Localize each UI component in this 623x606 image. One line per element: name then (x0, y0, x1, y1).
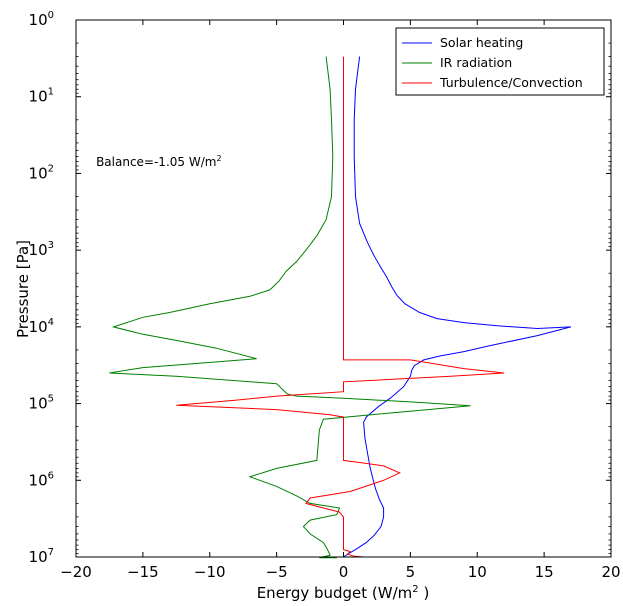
y-tick-exponent: 0 (48, 10, 54, 21)
balance-annotation-superscript: 2 (216, 154, 221, 163)
x-tick-label: −20 (60, 563, 92, 581)
y-tick-label: 102 (29, 163, 54, 182)
legend-box (395, 27, 605, 96)
x-tick-label: 10 (468, 563, 487, 581)
y-tick-exponent: 1 (48, 87, 54, 98)
legend: Solar heating IR radiation Turbulence/Conv… (395, 27, 605, 96)
y-tick-label: 105 (29, 394, 54, 413)
balance-annotation-text: Balance=-1.05 W/m (96, 155, 216, 169)
x-axis-title: Energy budget (W/m2 ) (257, 584, 430, 602)
y-axis-title: Pressure [Pa] (14, 240, 32, 338)
balance-annotation: Balance=-1.05 W/m2 (96, 154, 221, 169)
x-tick-label: 15 (535, 563, 554, 581)
y-tick-exponent: 6 (48, 470, 54, 481)
legend-label-3: Turbulence/Convection (439, 75, 583, 90)
legend-items: Solar heating IR radiation Turbulence/Conv… (402, 35, 583, 90)
series-line-1 (343, 56, 572, 558)
plot-lines (109, 56, 572, 559)
x-axis: −20 −15 −10 −5 0 5 10 15 20 (60, 20, 621, 581)
x-tick-label: −10 (194, 563, 226, 581)
legend-label-2: IR radiation (440, 55, 512, 70)
series-line-3 (176, 56, 505, 558)
series-line-2 (109, 56, 471, 559)
y-tick-exponent: 2 (48, 163, 54, 174)
y-tick-exponent: 3 (48, 240, 54, 251)
y-tick-exponent: 4 (48, 317, 54, 328)
legend-label-1: Solar heating (440, 35, 523, 50)
x-tick-label: 20 (601, 563, 620, 581)
x-tick-label: −15 (127, 563, 159, 581)
y-tick-label: 103 (29, 240, 54, 259)
x-tick-label: 0 (339, 563, 349, 581)
x-tick-label: 5 (406, 563, 416, 581)
x-tick-label: −5 (266, 563, 288, 581)
y-tick-label: 104 (29, 317, 54, 336)
y-tick-label: 100 (29, 10, 54, 29)
x-axis-title-superscript: 2 (412, 584, 418, 595)
y-tick-label: 107 (29, 547, 54, 566)
y-tick-label: 106 (29, 470, 54, 489)
y-tick-exponent: 7 (48, 547, 54, 558)
y-tick-exponent: 5 (48, 394, 54, 405)
x-axis-title-end: ) (419, 584, 430, 602)
y-tick-label: 101 (29, 87, 54, 106)
